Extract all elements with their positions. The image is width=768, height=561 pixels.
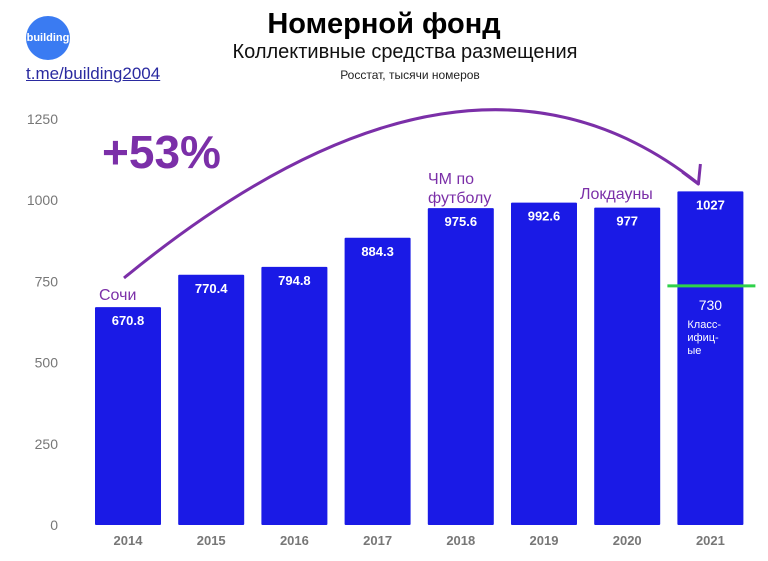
classified-label-line1: Класс- bbox=[687, 319, 721, 331]
bar-value-label: 992.6 bbox=[528, 209, 561, 224]
logo-text: building bbox=[26, 32, 70, 44]
bar-value-label: 794.8 bbox=[278, 273, 311, 288]
x-tick-label: 2021 bbox=[696, 533, 725, 548]
bar-2018 bbox=[427, 208, 494, 525]
y-tick-label: 250 bbox=[35, 436, 59, 452]
y-tick-label: 1250 bbox=[27, 111, 58, 127]
bar-value-label: 670.8 bbox=[112, 313, 145, 328]
annotation-sochi: Сочи bbox=[99, 287, 136, 304]
chart-title: Номерной фонд bbox=[267, 8, 501, 40]
growth-arrow-curve bbox=[123, 108, 698, 280]
bar-2017 bbox=[344, 237, 411, 525]
bar-2021 bbox=[677, 191, 744, 525]
bar-value-label: 1027 bbox=[696, 197, 725, 212]
bar-2014 bbox=[95, 307, 161, 525]
y-tick-label: 0 bbox=[50, 517, 58, 533]
y-tick-label: 750 bbox=[35, 273, 59, 289]
bar-2020 bbox=[594, 207, 661, 525]
building-logo: building bbox=[26, 16, 70, 60]
x-tick-label: 2016 bbox=[280, 533, 309, 548]
bar-value-label: 884.3 bbox=[361, 244, 394, 259]
classified-value-label: 730 bbox=[699, 297, 723, 313]
growth-percent-label: +53% bbox=[102, 126, 221, 178]
x-tick-label: 2018 bbox=[446, 533, 475, 548]
bar-2016 bbox=[261, 266, 328, 525]
annotation-worldcup-line2: футболу bbox=[428, 190, 491, 207]
chart-subtitle: Коллективные средства размещения bbox=[232, 41, 578, 63]
y-tick-label: 500 bbox=[35, 355, 59, 371]
annotation-worldcup-line1: ЧМ по bbox=[428, 171, 474, 188]
telegram-link[interactable]: t.me/building2004 bbox=[26, 64, 161, 83]
bar-value-label: 770.4 bbox=[195, 281, 228, 296]
bar-value-label: 977 bbox=[616, 214, 638, 229]
x-tick-label: 2015 bbox=[197, 533, 226, 548]
growth-arrow-head bbox=[681, 163, 702, 186]
classified-label-line3: ые bbox=[687, 345, 701, 357]
chart-source: Росстат, тысячи номеров bbox=[340, 68, 480, 82]
bar-2015 bbox=[178, 274, 245, 525]
x-tick-label: 2019 bbox=[530, 533, 559, 548]
classified-label-line2: ифиц- bbox=[687, 332, 719, 344]
x-tick-label: 2017 bbox=[363, 533, 392, 548]
bar-value-label: 975.6 bbox=[445, 214, 478, 229]
bar-2019 bbox=[511, 202, 577, 525]
x-tick-label: 2014 bbox=[114, 533, 144, 548]
annotation-lockdowns: Локдауны bbox=[580, 186, 653, 203]
y-tick-label: 1000 bbox=[27, 192, 58, 208]
x-tick-label: 2020 bbox=[613, 533, 642, 548]
